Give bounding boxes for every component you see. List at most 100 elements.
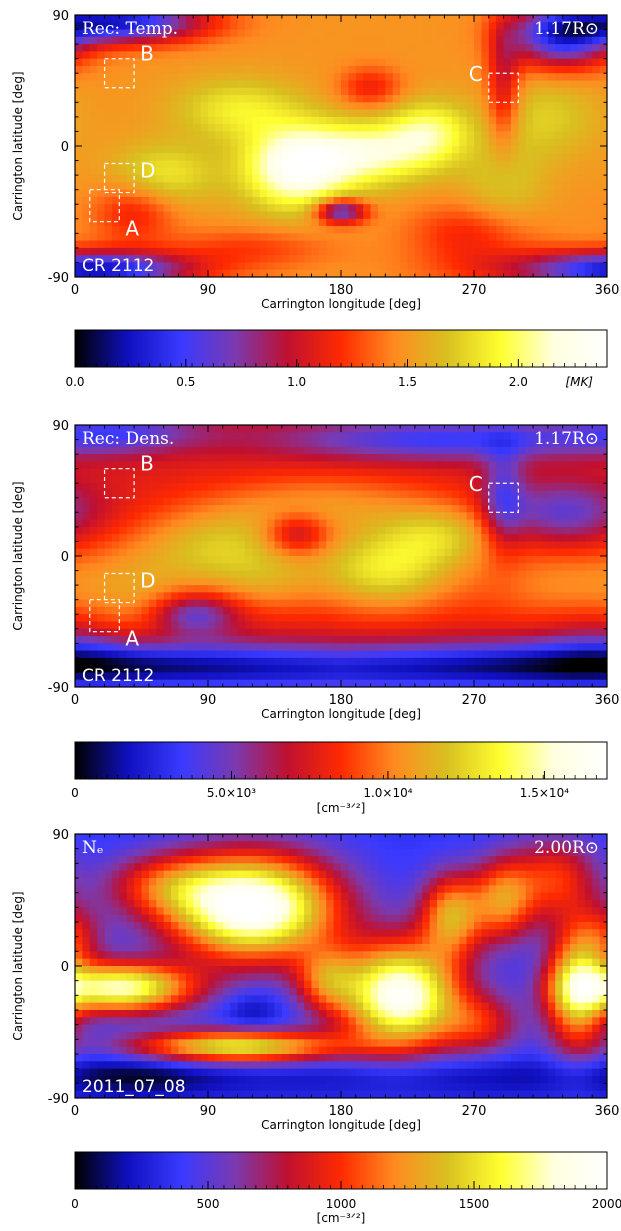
heatmap-cell xyxy=(385,577,394,586)
heatmap-cell xyxy=(599,425,607,433)
heatmap-cell xyxy=(341,468,349,477)
heatmap-cell xyxy=(296,534,305,543)
heatmap-cell xyxy=(252,247,261,256)
heatmap-cell xyxy=(341,124,349,133)
heatmap-cell xyxy=(518,102,527,111)
heatmap-cell xyxy=(533,262,542,271)
heatmap-cell xyxy=(584,621,593,630)
heatmap-cell xyxy=(289,51,298,60)
heatmap-cell xyxy=(518,519,527,528)
heatmap-cell xyxy=(193,116,202,125)
heatmap-cell xyxy=(111,146,120,154)
heatmap-cell xyxy=(451,95,460,103)
heatmap-cell xyxy=(414,80,423,89)
heatmap-cell xyxy=(119,592,128,601)
heatmap-cell xyxy=(141,606,150,615)
heatmap-cell xyxy=(119,95,128,103)
heatmap-cell xyxy=(592,461,601,470)
heatmap-cell xyxy=(385,87,394,96)
heatmap-cell xyxy=(599,65,607,74)
heatmap-cell xyxy=(474,534,482,543)
heatmap-cell xyxy=(104,138,113,147)
heatmap-cell xyxy=(407,548,416,557)
heatmap-cell xyxy=(570,226,579,234)
heatmap-cell xyxy=(333,146,342,154)
heatmap-cell xyxy=(599,548,607,557)
heatmap-cell xyxy=(89,475,98,484)
heatmap-cell xyxy=(385,51,394,60)
heatmap-cell xyxy=(178,182,187,191)
heatmap-cell xyxy=(178,211,187,220)
heatmap-cell xyxy=(185,22,194,31)
heatmap-cell xyxy=(474,585,482,593)
heatmap-cell xyxy=(496,592,505,601)
heatmap-cell xyxy=(296,606,305,615)
heatmap-cell xyxy=(244,15,253,23)
heatmap-cell xyxy=(414,512,423,521)
heatmap-cell xyxy=(363,44,372,52)
heatmap-cell xyxy=(570,519,579,528)
heatmap-cell xyxy=(267,269,276,277)
heatmap-cell xyxy=(215,570,224,579)
heatmap-cell xyxy=(481,534,490,543)
heatmap-cell xyxy=(599,534,607,543)
heatmap-cell xyxy=(400,65,409,74)
heatmap-cell xyxy=(326,226,335,234)
heatmap-cell xyxy=(525,29,534,38)
heatmap-cell xyxy=(518,175,527,183)
heatmap-cell xyxy=(474,226,482,234)
heatmap-cell xyxy=(289,247,298,256)
heatmap-cell xyxy=(496,182,505,191)
heatmap-cell xyxy=(429,22,438,31)
heatmap-cell xyxy=(474,497,482,506)
heatmap-cell xyxy=(429,255,438,264)
heatmap-cell xyxy=(222,269,231,277)
heatmap-cell xyxy=(341,131,349,140)
heatmap-cell xyxy=(200,138,209,147)
heatmap-cell xyxy=(200,182,209,191)
heatmap-cell xyxy=(134,636,143,644)
heatmap-cell xyxy=(333,512,342,521)
heatmap-cell xyxy=(333,175,342,183)
heatmap-cell xyxy=(488,483,497,492)
heatmap-cell xyxy=(318,439,327,448)
heatmap-cell xyxy=(437,599,446,608)
heatmap-cell xyxy=(422,73,431,82)
heatmap-cell xyxy=(259,182,268,191)
heatmap-cell xyxy=(592,534,601,543)
heatmap-cell xyxy=(97,432,106,441)
heatmap-cell xyxy=(533,621,542,630)
heatmap-cell xyxy=(570,636,579,644)
heatmap-cell xyxy=(97,425,106,433)
heatmap-cell xyxy=(134,247,143,256)
heatmap-cell xyxy=(126,15,135,23)
heatmap-cell xyxy=(289,189,298,198)
heatmap-cell xyxy=(496,475,505,484)
heatmap-cell xyxy=(348,548,357,557)
heatmap-cell xyxy=(274,196,283,205)
heatmap-cell xyxy=(222,109,231,118)
heatmap-cell xyxy=(341,483,349,492)
heatmap-cell xyxy=(466,556,475,564)
heatmap-cell xyxy=(385,65,394,74)
heatmap-cell xyxy=(370,505,379,513)
heatmap-cell xyxy=(451,505,460,513)
heatmap-cell xyxy=(267,109,276,118)
heatmap-cell xyxy=(533,497,542,506)
heatmap-cell xyxy=(444,483,453,492)
heatmap-cell xyxy=(422,534,431,543)
heatmap-cell xyxy=(496,541,505,550)
heatmap-cell xyxy=(525,65,534,74)
heatmap-cell xyxy=(355,636,364,644)
heatmap-cell xyxy=(148,432,157,441)
heatmap-cell xyxy=(97,505,106,513)
heatmap-cell xyxy=(488,29,497,38)
heatmap-cell xyxy=(296,636,305,644)
y-tick-label: -90 xyxy=(48,271,69,286)
heatmap-cell xyxy=(429,606,438,615)
heatmap-cell xyxy=(193,73,202,82)
heatmap-cell xyxy=(333,497,342,506)
heatmap-cell xyxy=(134,211,143,220)
heatmap-cell xyxy=(400,73,409,82)
heatmap-cell xyxy=(318,146,327,154)
